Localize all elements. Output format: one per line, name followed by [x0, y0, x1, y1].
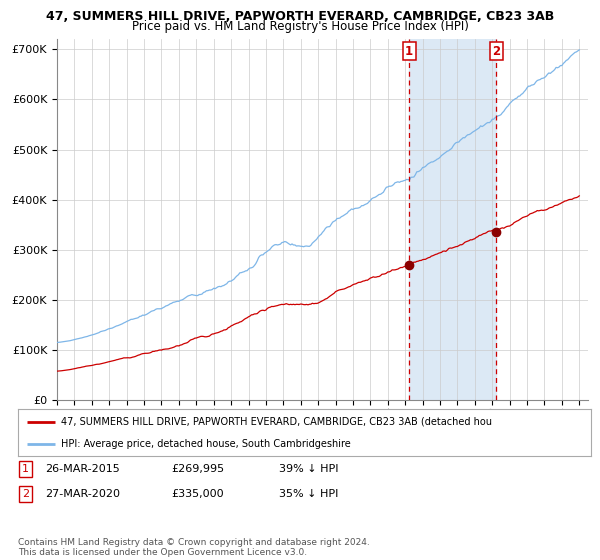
Text: 47, SUMMERS HILL DRIVE, PAPWORTH EVERARD, CAMBRIDGE, CB23 3AB: 47, SUMMERS HILL DRIVE, PAPWORTH EVERARD… [46, 10, 554, 22]
Text: 27-MAR-2020: 27-MAR-2020 [45, 489, 120, 499]
Text: 1: 1 [405, 45, 413, 58]
Text: £269,995: £269,995 [171, 464, 224, 474]
Text: 47, SUMMERS HILL DRIVE, PAPWORTH EVERARD, CAMBRIDGE, CB23 3AB (detached hou: 47, SUMMERS HILL DRIVE, PAPWORTH EVERARD… [61, 417, 492, 427]
Text: Contains HM Land Registry data © Crown copyright and database right 2024.
This d: Contains HM Land Registry data © Crown c… [18, 538, 370, 557]
Text: £335,000: £335,000 [171, 489, 224, 499]
Text: 39% ↓ HPI: 39% ↓ HPI [279, 464, 338, 474]
Text: HPI: Average price, detached house, South Cambridgeshire: HPI: Average price, detached house, Sout… [61, 438, 351, 449]
Text: Price paid vs. HM Land Registry's House Price Index (HPI): Price paid vs. HM Land Registry's House … [131, 20, 469, 32]
Text: 26-MAR-2015: 26-MAR-2015 [45, 464, 120, 474]
Text: 1: 1 [22, 464, 29, 474]
Text: 2: 2 [492, 45, 500, 58]
Text: 35% ↓ HPI: 35% ↓ HPI [279, 489, 338, 499]
Text: 2: 2 [22, 489, 29, 499]
Bar [409, 39, 496, 400]
